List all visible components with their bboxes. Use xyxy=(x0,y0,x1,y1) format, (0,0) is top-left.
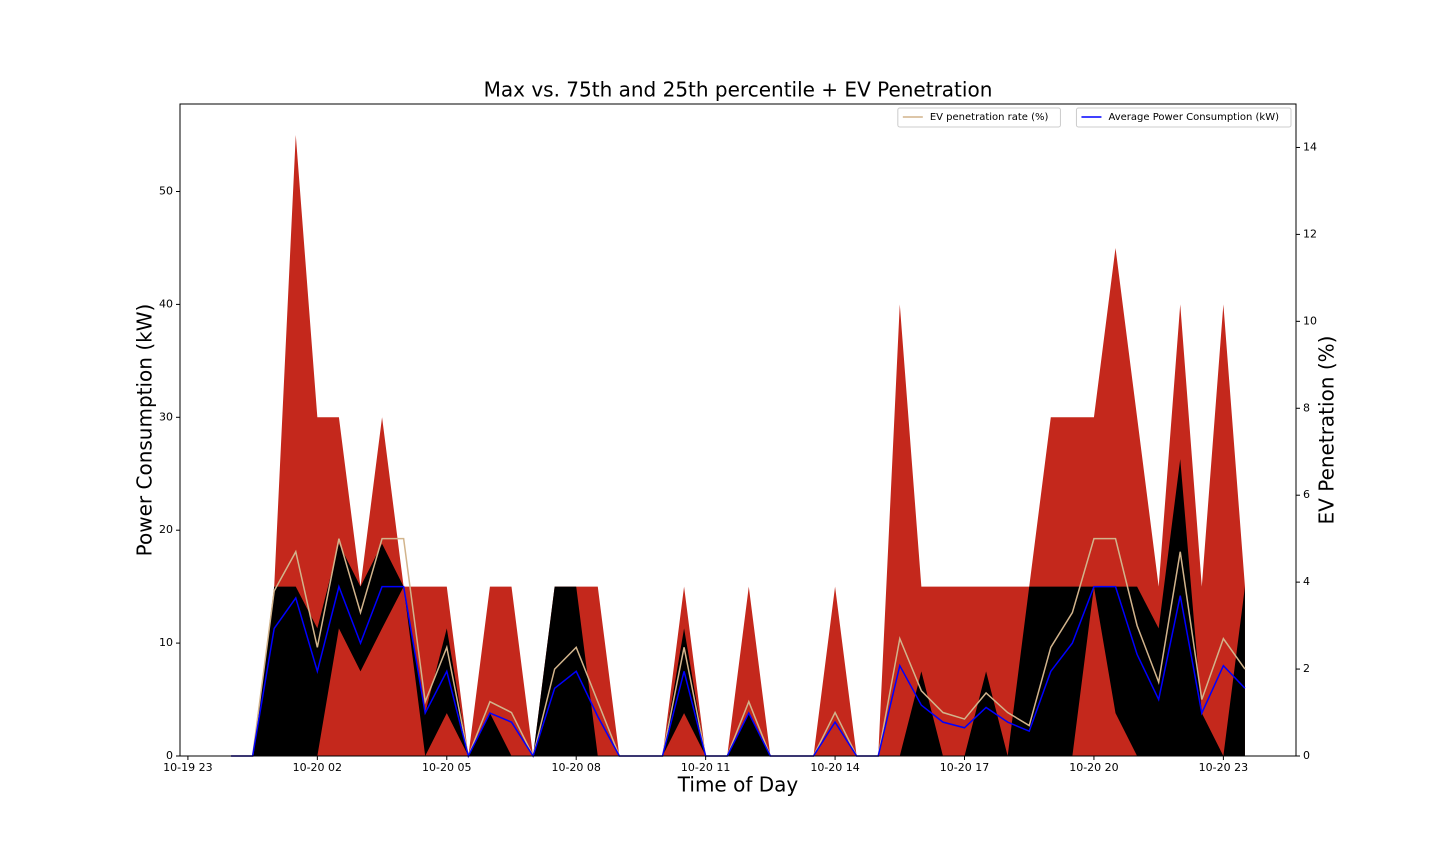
legend: Average Power Consumption (kW) xyxy=(1075,107,1292,128)
y-tick-label: 50 xyxy=(159,184,173,197)
chart-title: Max vs. 75th and 25th percentile + EV Pe… xyxy=(484,78,993,102)
x-tick-label: 10-20 20 xyxy=(1069,761,1118,774)
legend-box xyxy=(897,107,1061,128)
y2-tick-label: 4 xyxy=(1303,575,1310,588)
y2-tick-label: 0 xyxy=(1303,749,1310,762)
y-tick-label: 20 xyxy=(159,523,173,536)
y-tick-label: 10 xyxy=(159,636,173,649)
legend-label: EV penetration rate (%) xyxy=(930,112,1049,123)
y-axis-label: Power Consumption (kW) xyxy=(133,304,157,557)
area xyxy=(231,135,1245,757)
y2-tick-label: 14 xyxy=(1303,140,1317,153)
x-tick-label: 10-19 23 xyxy=(163,761,212,774)
x-tick-label: 10-20 11 xyxy=(681,761,730,774)
area xyxy=(231,586,1245,756)
y-tick-label: 0 xyxy=(166,749,173,762)
legend-label: Average Power Consumption (kW) xyxy=(1108,112,1279,123)
y2-tick-label: 6 xyxy=(1303,488,1310,501)
legend-box xyxy=(1075,107,1292,128)
y-tick-label: 40 xyxy=(159,297,173,310)
x-tick-label: 10-20 05 xyxy=(422,761,471,774)
x-tick-label: 10-20 08 xyxy=(551,761,600,774)
plot-frame xyxy=(179,103,1297,757)
x-axis-label: Time of Day xyxy=(677,773,799,797)
plot-area xyxy=(231,135,1246,759)
y-tick-label: 30 xyxy=(159,410,173,423)
y2-tick-label: 8 xyxy=(1303,401,1310,414)
y2-tick-label: 10 xyxy=(1303,314,1317,327)
line xyxy=(231,584,1246,759)
x-tick-label: 10-20 02 xyxy=(293,761,342,774)
x-tick-label: 10-20 23 xyxy=(1199,761,1248,774)
y2-tick-label: 2 xyxy=(1303,662,1310,675)
y2-axis-label: EV Penetration (%) xyxy=(1315,336,1339,525)
x-tick-label: 10-20 14 xyxy=(810,761,859,774)
legend: EV penetration rate (%) xyxy=(897,107,1061,128)
y2-tick-label: 12 xyxy=(1303,227,1317,240)
line xyxy=(231,537,1246,759)
x-tick-label: 10-20 17 xyxy=(940,761,989,774)
